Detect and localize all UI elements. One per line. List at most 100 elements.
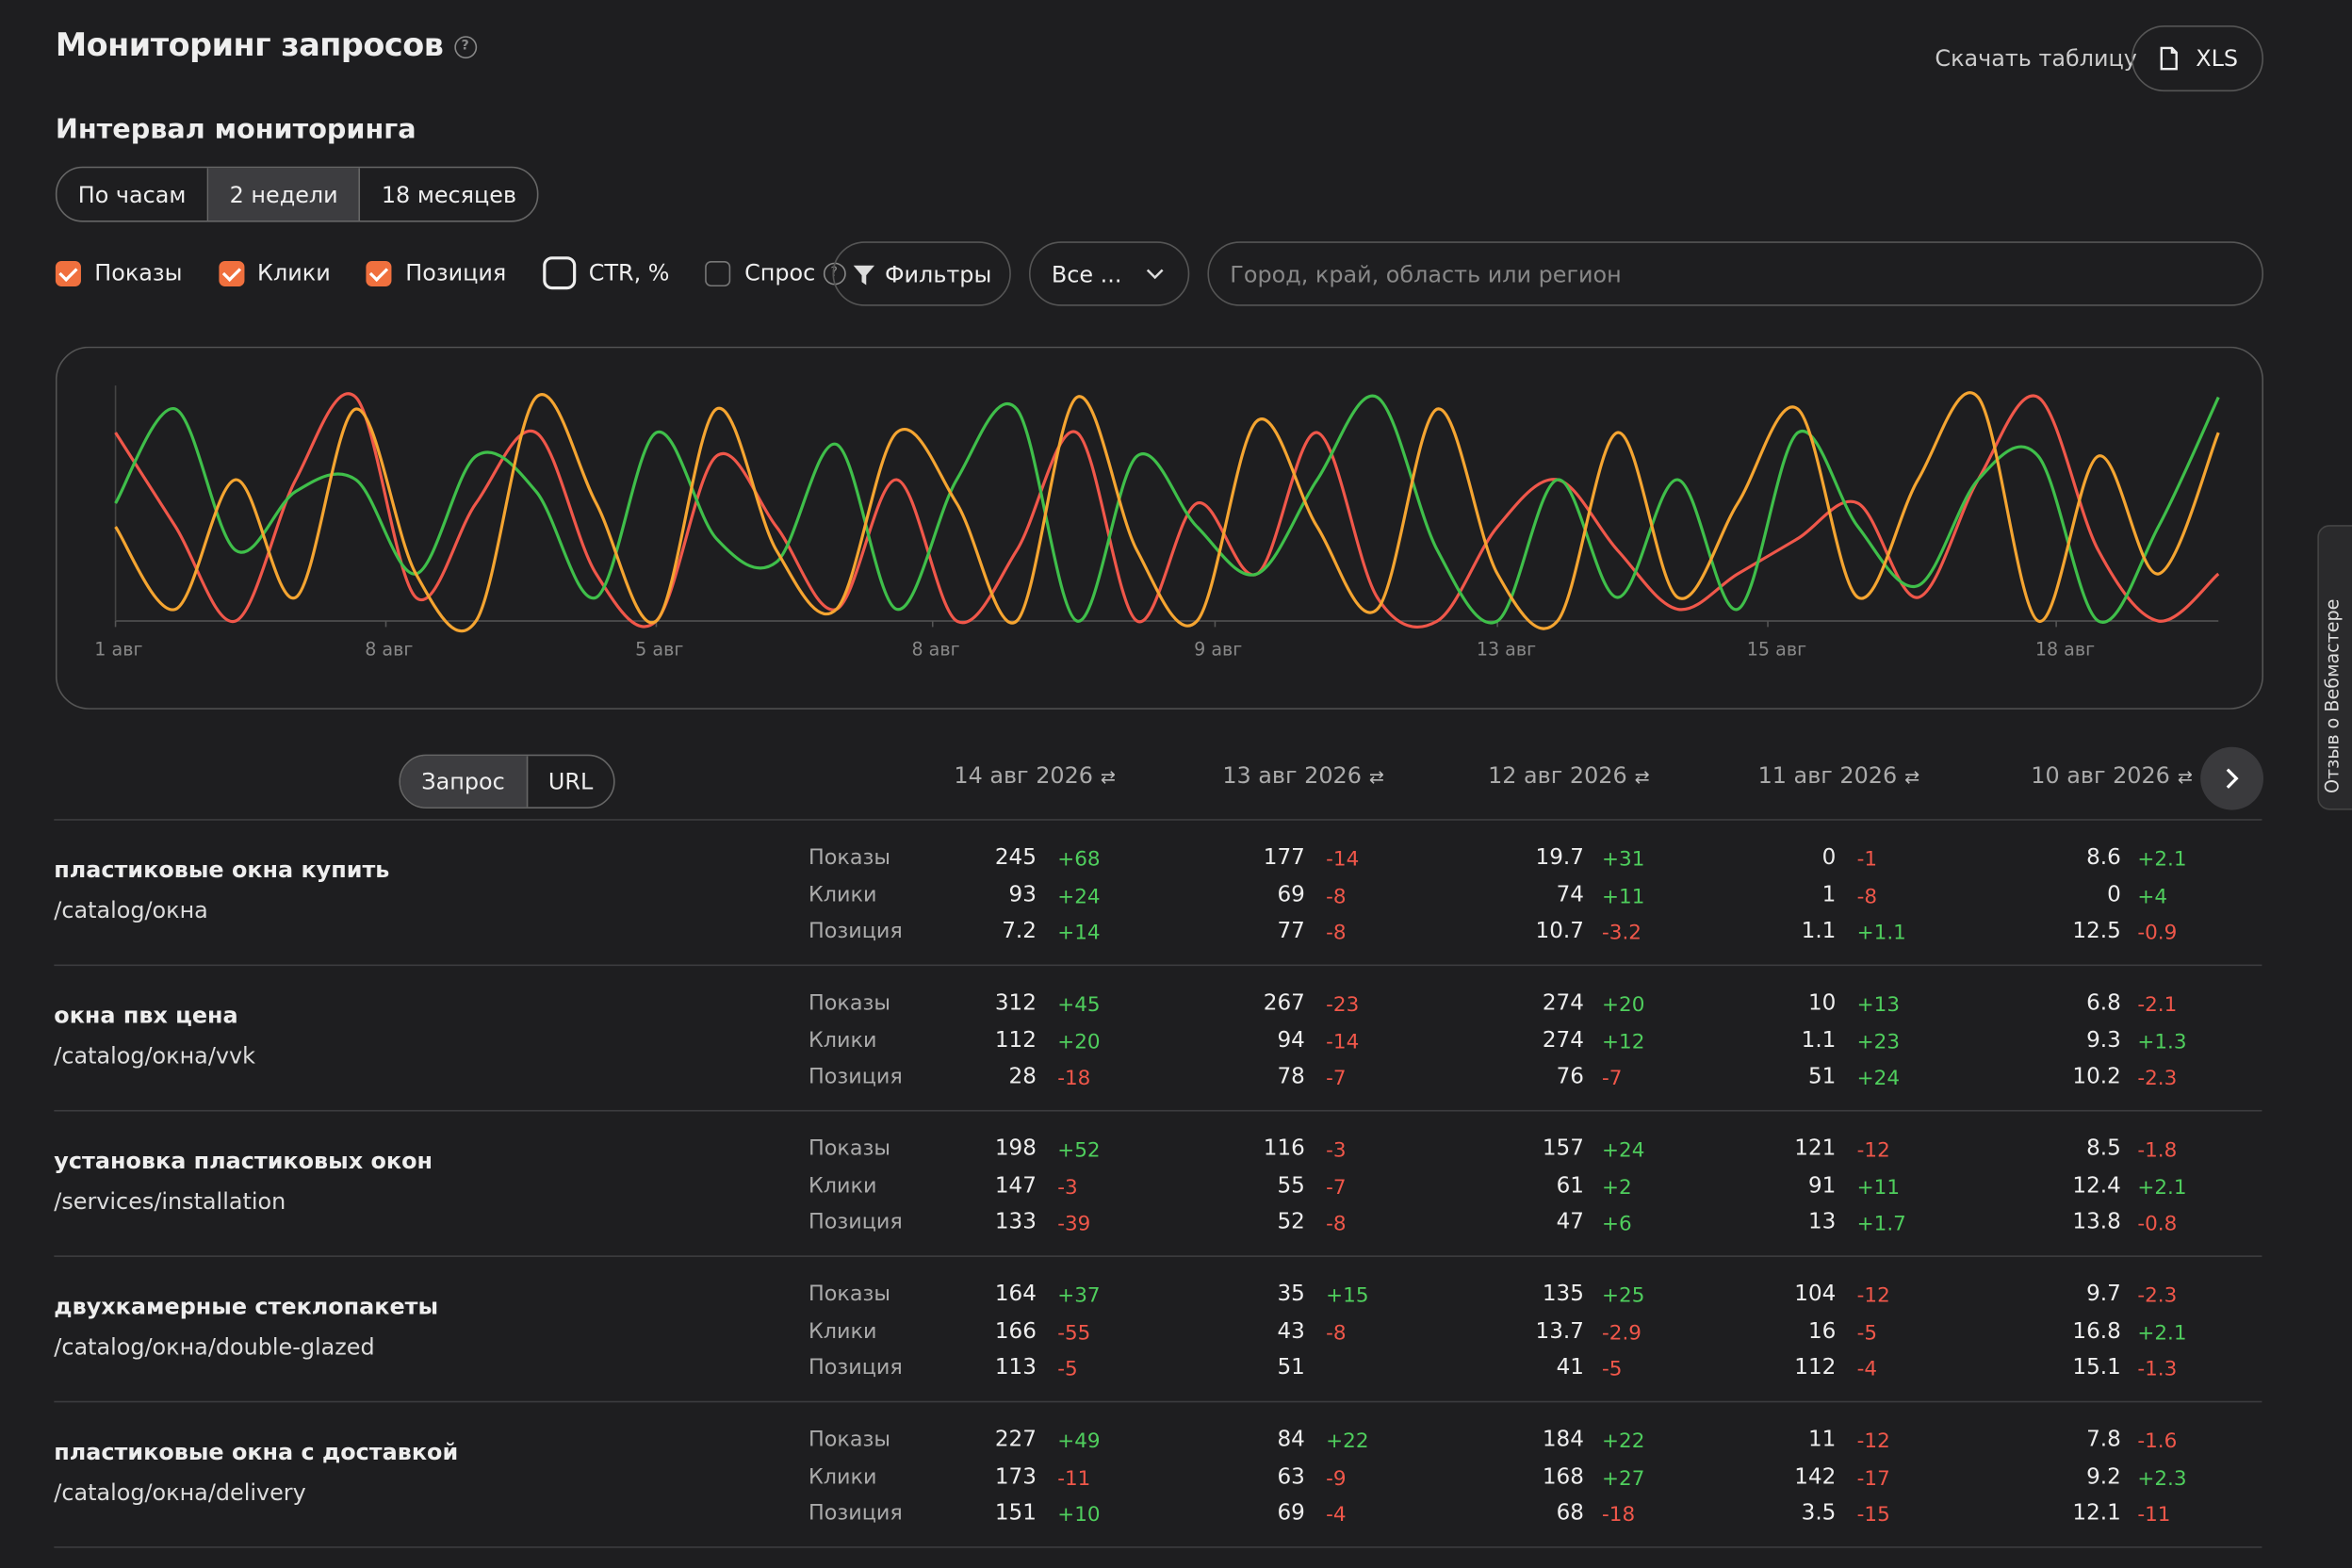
metric-delta: +12 — [1602, 1029, 1645, 1054]
metric-delta: +2.3 — [2137, 1465, 2187, 1491]
metric-delta: +6 — [1602, 1212, 1632, 1236]
checkbox-box — [705, 260, 731, 286]
metric-label: Позиция — [808, 1210, 903, 1235]
select-value: Все ... — [1051, 260, 1122, 287]
metric-label: Показы — [808, 1428, 890, 1452]
metric-delta: -1.8 — [2137, 1138, 2178, 1163]
metric-value: 0 — [1821, 845, 1837, 871]
checkbox[interactable]: CTR, % — [542, 256, 670, 290]
url[interactable]: /catalog/окна/delivery — [54, 1478, 306, 1507]
x-tick-label: 15 авг — [1747, 639, 1806, 661]
metric-delta: -11 — [1057, 1465, 1091, 1491]
region-placeholder: Город, край, область или регион — [1230, 260, 1622, 287]
metric-delta: -8 — [1326, 921, 1347, 945]
metric-delta: -11 — [2137, 1502, 2171, 1527]
next-arrow — [2226, 768, 2239, 789]
metric-delta: -14 — [1326, 1029, 1360, 1054]
metric-value: 312 — [994, 991, 1037, 1016]
checkbox[interactable]: Клики — [218, 259, 331, 286]
query[interactable]: окна пвх цена — [54, 1002, 238, 1029]
column-header[interactable]: 11 авг 2026 ⇄ — [1758, 762, 1920, 790]
metric-value: 104 — [1794, 1282, 1837, 1307]
help-icon[interactable]: ? — [453, 35, 477, 58]
metric-delta: -12 — [1856, 1283, 1890, 1309]
metric-delta: -39 — [1057, 1212, 1091, 1236]
url[interactable]: /catalog/окна/double-glazed — [54, 1333, 375, 1361]
checkbox[interactable]: Позиция — [366, 259, 506, 286]
metric-delta: -7 — [1326, 1066, 1347, 1091]
metric-value: 10 — [1807, 991, 1837, 1016]
metric-value: 227 — [994, 1428, 1037, 1452]
metric-value: 9.3 — [2086, 1028, 2121, 1053]
region-input[interactable]: Город, край, область или регион — [1207, 241, 2264, 306]
interval-option[interactable]: 2 недели — [208, 168, 361, 220]
metric-value: 68 — [1556, 1501, 1584, 1526]
separator — [54, 819, 2262, 821]
query[interactable]: пластиковые окна с доставкой — [54, 1438, 459, 1466]
metric-delta: -3.2 — [1602, 921, 1642, 945]
checkbox[interactable]: Показы — [55, 259, 183, 286]
column-header[interactable]: 12 авг 2026 ⇄ — [1488, 762, 1650, 790]
metric-label: Клики — [808, 1318, 877, 1344]
metric-delta: -15 — [1856, 1502, 1890, 1527]
url[interactable]: /catalog/окна/vvk — [54, 1042, 255, 1070]
page-title: Мониторинг запросов ? — [56, 27, 477, 63]
chart: 1 авг 8 авг 5 авг 8 авг 9 авг 13 авг 15 авг 18 … — [55, 346, 2264, 710]
metric-delta: -12 — [1856, 1429, 1890, 1454]
next-button[interactable] — [2200, 746, 2264, 810]
metric-value: 76 — [1556, 1065, 1584, 1089]
metric-value: 8.5 — [2086, 1136, 2121, 1162]
column-date: 14 авг 2026 — [954, 761, 1093, 790]
metric-value: 47 — [1556, 1210, 1584, 1235]
table-tab[interactable]: Запрос — [400, 756, 528, 808]
series-line — [114, 392, 2220, 629]
metric-value: 113 — [994, 1355, 1037, 1380]
download-link[interactable]: Скачать таблицу — [1935, 44, 2137, 73]
metric-delta: +23 — [1856, 1029, 1901, 1054]
metric-delta: -1.3 — [2137, 1357, 2178, 1382]
metric-value: 13 — [1807, 1210, 1837, 1235]
metric-delta: -3 — [1057, 1175, 1078, 1200]
sort-icon: ⇄ — [1368, 766, 1384, 788]
metric-value: 112 — [994, 1028, 1037, 1053]
column-date: 11 авг 2026 — [1757, 761, 1898, 790]
url[interactable]: /services/installation — [54, 1187, 286, 1216]
xls-button[interactable]: XLS — [2131, 25, 2264, 92]
metric-delta: +11 — [1856, 1175, 1901, 1200]
metric-value: 52 — [1277, 1210, 1305, 1235]
metric-value: 7.8 — [2086, 1428, 2121, 1452]
url[interactable]: /catalog/окна — [54, 896, 208, 924]
metric-value: 12.5 — [2072, 919, 2121, 944]
filters-button[interactable]: Фильтры — [832, 241, 1011, 306]
metric-delta: -5 — [1602, 1357, 1623, 1382]
metric-value: 16 — [1807, 1318, 1837, 1344]
metric-value: 198 — [994, 1136, 1037, 1162]
metric-value: 55 — [1277, 1173, 1305, 1199]
select[interactable]: Все ... — [1028, 241, 1190, 306]
metric-delta: -14 — [1326, 847, 1360, 872]
column-header[interactable]: 10 авг 2026 ⇄ — [2031, 762, 2193, 790]
column-header[interactable]: 13 авг 2026 ⇄ — [1222, 762, 1384, 790]
metric-value: 10.2 — [2072, 1065, 2121, 1089]
interval-option[interactable]: По часам — [57, 168, 209, 220]
query[interactable]: установка пластиковых окон — [54, 1147, 433, 1175]
metric-value: 11 — [1807, 1428, 1837, 1452]
checkbox-label: Спрос — [744, 259, 816, 287]
column-header[interactable]: 14 авг 2026 ⇄ — [954, 762, 1116, 790]
interval-option[interactable]: 18 месяцев — [381, 180, 517, 208]
query[interactable]: пластиковые окна купить — [54, 856, 390, 884]
x-tick-label: 1 авг — [94, 639, 142, 661]
metric-delta: -1 — [1856, 847, 1878, 872]
series-line — [114, 394, 2220, 625]
metric-value: 164 — [994, 1282, 1037, 1307]
table-tab[interactable]: URL — [547, 768, 594, 795]
metric-delta: +2 — [1602, 1175, 1632, 1200]
metric-delta: +25 — [1602, 1283, 1645, 1309]
metric-delta: -12 — [1856, 1138, 1890, 1163]
query[interactable]: двухкамерные стеклопакеты — [54, 1293, 439, 1320]
feedback-tab[interactable]: Отзыв о Вебмастере — [2317, 525, 2352, 810]
metric-value: 35 — [1277, 1282, 1305, 1307]
metric-delta: +24 — [1602, 1138, 1645, 1163]
